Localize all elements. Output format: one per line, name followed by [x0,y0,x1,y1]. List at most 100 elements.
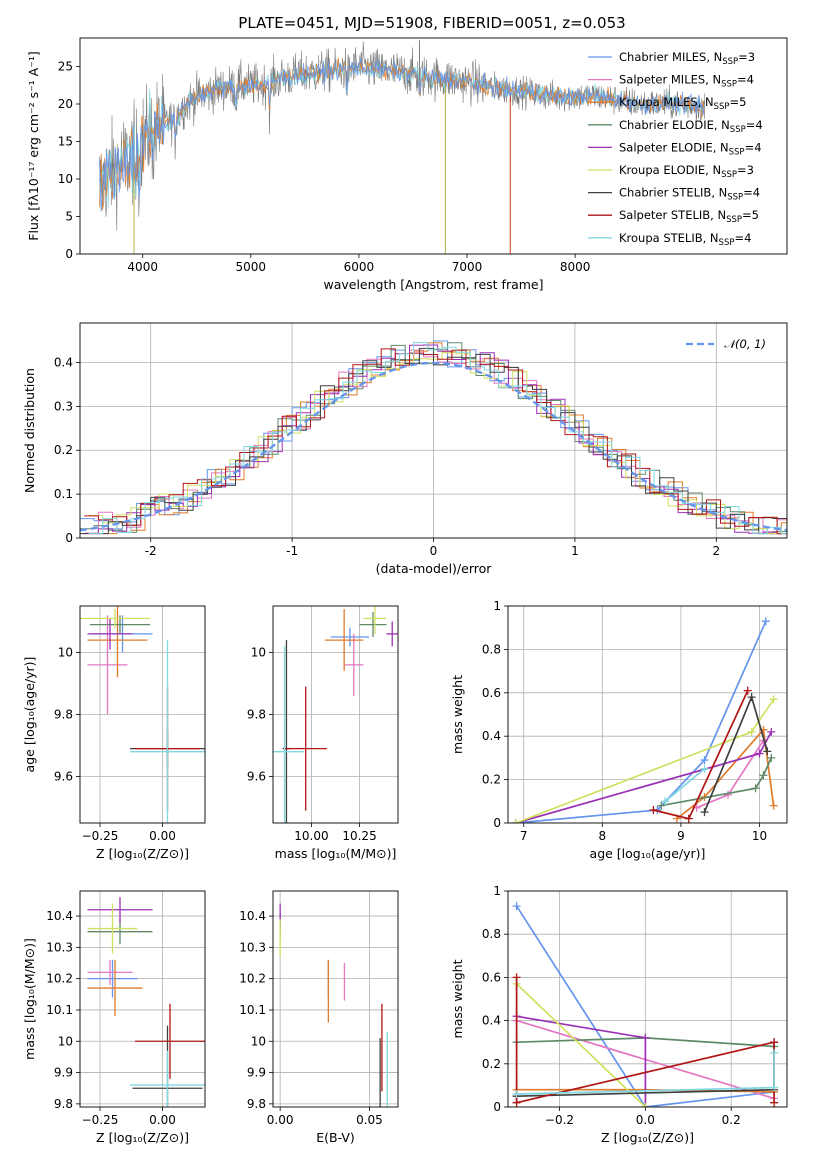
y-tick-label: 0 [65,247,73,261]
y-tick-label: 0.6 [482,970,501,984]
x-axis-label: age [log₁₀(age/yr)] [590,846,706,861]
y-tick-label: 10.3 [239,940,266,954]
weight-series-line [515,905,775,1107]
y-tick-label: 10.4 [239,909,266,923]
weight-marker [743,686,752,695]
legend-label: Salpeter MILES, NSSP=4 [619,73,754,90]
x-tick-label: 0 [430,544,438,558]
x-tick-label: −0.2 [545,1113,574,1127]
weight-marker [649,805,658,814]
y-tick-label: 0.2 [482,1057,501,1071]
y-tick-label: 1 [493,599,501,613]
y-tick-label: 0.2 [54,443,73,457]
spectrum-plot-area [99,40,706,254]
y-tick-label: 5 [65,210,73,224]
x-tick-label: −0.25 [82,1113,119,1127]
axes-frame [79,322,788,539]
residuals-plot-area [80,323,787,538]
y-axis-label: age [log₁₀(age/yr)] [22,657,37,773]
errorbar-point [87,897,153,923]
mass-vs-Z-panel: −0.25 0.00 9.8 9.9 10 10.1 10.2 10.3 10.4 Z [log₁… [22,890,206,1145]
x-tick-label: −0.25 [82,829,119,843]
y-axis-label: Normed distribution [22,368,37,493]
model-spectrum [99,58,706,212]
weight-series-line [516,983,646,1107]
errorbar-point [324,609,364,672]
spectrum-legend: Chabrier MILES, NSSP=3 Salpeter MILES, NS… [588,50,763,248]
legend-label: Salpeter ELODIE, NSSP=4 [619,140,762,157]
errorbar-point [87,959,138,998]
weight-marker [769,801,778,810]
weight-marker [700,756,709,765]
x-tick-label: 4000 [127,260,158,274]
age-vs-Z-panel: −0.25 0.00 9.6 9.8 10 Z [log₁₀(Z/Z⊙)] age [log… [22,605,206,861]
y-tick-label: 0.8 [482,927,501,941]
x-tick-label: -2 [145,544,157,558]
y-tick-label: 9.8 [54,1097,73,1111]
y-tick-label: 15 [58,135,73,149]
errorbar-point [87,618,133,650]
x-tick-label: 2 [712,544,720,558]
x-tick-label: 7 [520,829,528,843]
weight-marker [512,973,521,982]
weight-marker [769,695,778,704]
y-tick-label: 9.6 [247,770,266,784]
y-tick-label: 0.4 [54,355,73,369]
weight-marker [512,902,521,911]
x-tick-label: 0.05 [356,1113,383,1127]
weight-series-line [515,620,767,823]
y-tick-label: 9.8 [247,1097,266,1111]
x-tick-label: 6000 [344,260,375,274]
weight-marker [767,727,776,736]
errorbar-point [284,686,327,811]
x-tick-label: 5000 [236,260,267,274]
y-tick-label: 9.8 [54,708,73,722]
errorbar-point [130,640,205,823]
residual-histogram [80,342,787,535]
y-tick-label: 0.2 [482,773,501,787]
weight-marker [761,617,770,626]
legend-label: 𝒩(0, 1) [724,337,766,351]
y-tick-label: 10.1 [239,1003,266,1017]
x-tick-label: 0.00 [149,829,176,843]
weight-vs-Z-plot-area [508,891,787,1107]
errorbar-point [273,646,304,823]
x-tick-label: 0.00 [267,1113,294,1127]
residuals-panel: -2 -1 0 1 2 0 0.1 0.2 0.3 0.4 (data-model)/error No… [22,322,788,576]
errorbar-point [87,919,153,945]
y-tick-label: 10.3 [46,940,73,954]
y-tick-label: 0 [493,1100,501,1114]
mass-vs-EBV-panel: 0.00 0.05 9.8 9.9 10 10.1 10.2 10.3 10.4 E(B-V) [239,890,399,1145]
x-tick-label: 0.2 [722,1113,741,1127]
weight-series-line [661,757,773,807]
weight-series-line [664,768,706,802]
legend-label: Chabrier STELIB, NSSP=4 [619,186,760,203]
weight-vs-age-plot-area [508,606,787,823]
age-vs-mass-panel: 10.00 10.25 9.6 9.8 10 mass [log₁₀(M/M⊙)] [247,605,399,861]
weight-marker [747,693,756,702]
model-spectrum [99,60,706,208]
axes-frame [79,37,788,255]
weight-series-line [676,727,775,820]
y-tick-label: 9.6 [54,770,73,784]
observed-spectrum [99,41,706,231]
weight-marker [751,784,760,793]
normal-curve [80,361,787,532]
weight-marker [511,819,520,823]
legend-label: Kroupa STELIB, NSSP=4 [619,231,751,248]
x-tick-label: 7000 [452,260,483,274]
weight-marker [661,797,670,806]
residual-histogram [88,342,787,535]
y-tick-label: 10.2 [239,972,266,986]
age-vs-Z-plot-area [80,606,205,823]
legend-label: Salpeter STELIB, NSSP=5 [619,208,759,225]
errorbar-point [87,959,143,1017]
y-tick-label: 0.4 [482,729,501,743]
y-tick-label: 0.6 [482,686,501,700]
y-tick-label: 25 [58,60,73,74]
errorbar-point [80,609,150,628]
weight-marker [684,814,693,823]
weight-marker [747,727,756,736]
legend-label: Kroupa ELODIE, NSSP=3 [619,163,754,180]
